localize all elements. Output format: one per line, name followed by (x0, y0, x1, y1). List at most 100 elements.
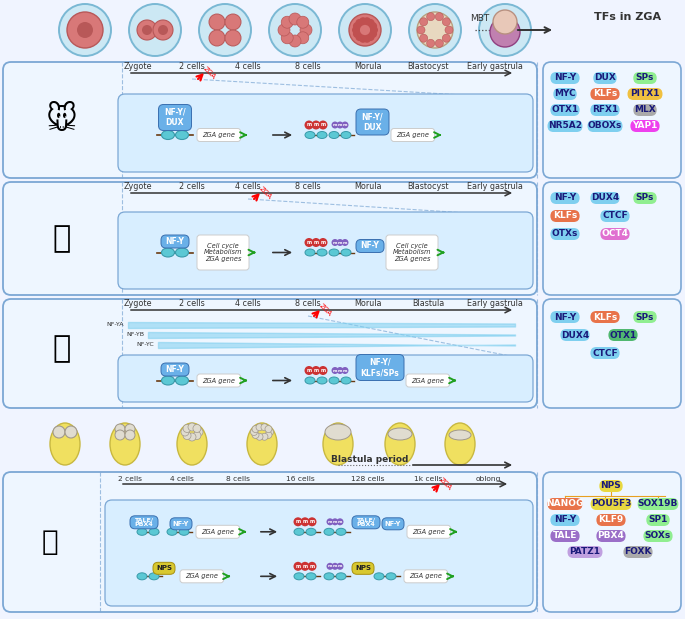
Circle shape (181, 428, 189, 436)
Circle shape (363, 17, 371, 25)
Text: KLFs: KLFs (593, 313, 617, 321)
Text: m: m (295, 519, 301, 524)
FancyBboxPatch shape (196, 526, 240, 539)
FancyBboxPatch shape (634, 311, 657, 323)
Text: Early gastrula: Early gastrula (467, 299, 523, 308)
FancyBboxPatch shape (547, 120, 582, 132)
Circle shape (153, 20, 173, 40)
Ellipse shape (341, 131, 351, 139)
Text: NF-Y/
DUX: NF-Y/ DUX (362, 113, 384, 131)
Circle shape (278, 24, 290, 36)
Text: 2 cells: 2 cells (179, 299, 205, 308)
Text: m: m (338, 368, 342, 373)
Circle shape (282, 32, 293, 44)
Ellipse shape (325, 424, 351, 440)
FancyBboxPatch shape (600, 228, 630, 240)
Circle shape (336, 121, 343, 129)
FancyBboxPatch shape (197, 235, 249, 270)
Text: ZGA gene: ZGA gene (397, 132, 429, 138)
Circle shape (349, 14, 381, 46)
Circle shape (59, 4, 111, 56)
Circle shape (319, 121, 327, 129)
Circle shape (256, 433, 263, 440)
Text: Zygote: Zygote (124, 299, 152, 308)
FancyBboxPatch shape (386, 235, 438, 270)
Text: m: m (321, 240, 325, 245)
FancyBboxPatch shape (567, 546, 603, 558)
Circle shape (129, 4, 181, 56)
Circle shape (332, 518, 338, 526)
Circle shape (125, 430, 135, 440)
Ellipse shape (175, 248, 188, 257)
FancyBboxPatch shape (130, 516, 158, 529)
Ellipse shape (305, 131, 315, 139)
Circle shape (209, 30, 225, 46)
Ellipse shape (294, 573, 304, 580)
Circle shape (282, 16, 293, 28)
Text: YAP1: YAP1 (632, 121, 658, 131)
Ellipse shape (329, 131, 339, 139)
Ellipse shape (305, 377, 315, 384)
Circle shape (356, 33, 363, 41)
Circle shape (417, 12, 453, 48)
Circle shape (199, 4, 251, 56)
Circle shape (308, 562, 316, 571)
Circle shape (363, 35, 371, 43)
FancyBboxPatch shape (590, 88, 620, 100)
FancyBboxPatch shape (590, 347, 620, 359)
Circle shape (342, 367, 349, 374)
Text: SPs: SPs (636, 194, 654, 202)
Circle shape (493, 10, 517, 34)
Text: Morula: Morula (354, 62, 382, 71)
Text: oblong: oblong (475, 476, 501, 482)
Circle shape (436, 12, 443, 20)
Ellipse shape (323, 423, 353, 465)
Circle shape (183, 425, 191, 433)
Ellipse shape (306, 573, 316, 580)
Circle shape (359, 35, 367, 43)
Text: NF-YB: NF-YB (126, 332, 144, 337)
Ellipse shape (149, 573, 159, 580)
Text: OCT4: OCT4 (601, 230, 629, 238)
Text: m: m (310, 564, 314, 569)
Text: m: m (314, 123, 319, 128)
Circle shape (339, 4, 391, 56)
FancyBboxPatch shape (118, 212, 533, 289)
FancyBboxPatch shape (560, 329, 590, 341)
Circle shape (490, 17, 520, 47)
Ellipse shape (306, 528, 316, 535)
Text: m: m (338, 241, 342, 245)
Text: PBX4: PBX4 (597, 532, 625, 540)
Text: m: m (327, 565, 332, 568)
Text: Zygote: Zygote (124, 182, 152, 191)
Text: OBOXs: OBOXs (588, 121, 622, 131)
Text: NF-Y: NF-Y (554, 516, 576, 524)
Circle shape (327, 518, 334, 526)
Text: ZGA gene: ZGA gene (201, 529, 234, 535)
Text: Blastocyst: Blastocyst (408, 182, 449, 191)
Circle shape (353, 22, 361, 30)
Text: OTXs: OTXs (552, 230, 578, 238)
Circle shape (183, 431, 191, 439)
FancyBboxPatch shape (600, 210, 630, 222)
Ellipse shape (167, 528, 177, 535)
Circle shape (359, 17, 367, 25)
Text: m: m (333, 565, 337, 568)
Circle shape (252, 431, 259, 438)
Circle shape (369, 22, 377, 30)
Circle shape (369, 30, 377, 38)
Circle shape (420, 34, 427, 42)
FancyBboxPatch shape (404, 570, 447, 583)
Ellipse shape (388, 428, 412, 440)
Circle shape (67, 12, 103, 48)
Text: Early gastrula: Early gastrula (467, 62, 523, 71)
Circle shape (305, 238, 314, 247)
Text: m: m (314, 240, 319, 245)
Text: ZGA gene: ZGA gene (410, 573, 443, 579)
Text: NF-Y: NF-Y (166, 237, 184, 246)
Circle shape (300, 24, 312, 36)
Text: TALE: TALE (553, 532, 577, 540)
Ellipse shape (162, 131, 175, 139)
Ellipse shape (50, 423, 80, 465)
Circle shape (336, 367, 343, 374)
